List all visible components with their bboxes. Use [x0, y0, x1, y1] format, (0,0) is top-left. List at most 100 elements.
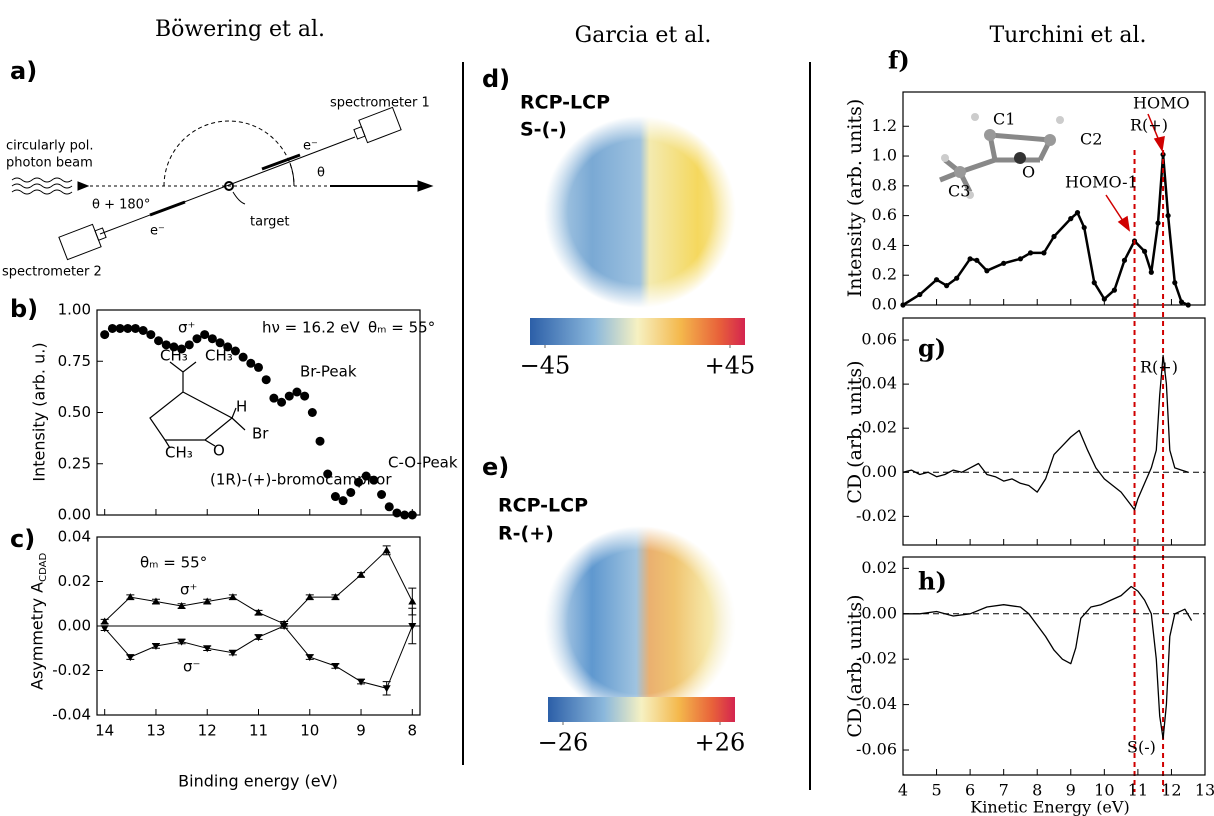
y-tick-label: -0.04	[52, 706, 91, 724]
data-point	[1111, 287, 1117, 293]
y-axis-label: Intensity (arb. u.)	[30, 342, 49, 481]
chart: 0.00 0.25 0.50 0.75 1.00 σ⁺ hν = 16.2 eV θₘ = 5…	[10, 295, 458, 524]
y-tick-label: 0.02	[58, 572, 91, 590]
data-point	[228, 593, 237, 601]
y-tick-label: 0.4	[872, 235, 897, 254]
annotation: S(-)	[1127, 738, 1156, 757]
data-point	[269, 393, 279, 403]
x-tick-label: 12	[1161, 781, 1181, 800]
data-point	[284, 391, 294, 401]
data-point	[315, 436, 325, 446]
data-point	[238, 352, 248, 362]
data-point	[1172, 280, 1178, 286]
data-point	[277, 397, 287, 407]
annotation: θₘ = 55°	[140, 554, 207, 572]
annotation: R(+)	[1140, 358, 1178, 377]
data-point	[228, 649, 237, 657]
diagram-label: e⁻	[303, 139, 318, 154]
data-point	[377, 490, 387, 499]
y-tick-label: 0.50	[58, 403, 91, 421]
setup-diagram	[11, 106, 434, 261]
data-point	[100, 330, 110, 340]
annotation: σ⁺	[178, 319, 195, 337]
panel-label: h)	[918, 567, 947, 596]
x-tick-label: 8	[408, 722, 418, 740]
data-point	[330, 492, 340, 502]
diagram-label: spectrometer 1	[330, 96, 430, 111]
plot-frame	[902, 91, 1206, 306]
data-point	[1155, 220, 1161, 226]
data-point	[1001, 260, 1007, 266]
chart: 0.0 0.2 0.4 0.6 0.8 1.0 1.2 HOMO HOMO-1 R(+) C1 C2 C…	[844, 46, 1206, 792]
y-tick-label: 1.0	[872, 146, 897, 165]
image-title: S-(-)	[520, 119, 567, 141]
colorbar	[548, 697, 735, 722]
annotation: O	[1022, 163, 1035, 182]
data-point	[161, 340, 171, 350]
data-point	[126, 654, 135, 662]
data-point	[353, 477, 363, 487]
data-point	[407, 510, 417, 520]
diagram-label: spectrometer 2	[2, 265, 102, 280]
colorbar-tick-label: +26	[695, 729, 746, 757]
x-tick-label: 13	[1195, 781, 1214, 800]
annotation: CH₃	[165, 444, 193, 462]
molecule-sketch	[149, 361, 246, 449]
chart: -0.02 0.00 0.02 0.04 0.06 R(+) g) CD (arb. unit…	[844, 317, 1206, 546]
y-axis-label: Asymmetry A	[28, 582, 47, 690]
y-tick-label: 0.0	[872, 295, 897, 314]
data-point	[254, 362, 263, 372]
column-header: Böwering et al.	[155, 17, 325, 42]
data-point	[408, 623, 417, 630]
diagram-label: target	[250, 215, 290, 230]
image-title: RCP-LCP	[498, 495, 588, 517]
series-line	[902, 354, 1189, 511]
x-tick-label: 14	[95, 722, 114, 740]
y-tick-label: 0.25	[58, 454, 91, 472]
data-point	[933, 277, 940, 283]
data-point	[1165, 213, 1171, 219]
data-point	[100, 625, 109, 633]
diagram-label: photon beam	[6, 156, 93, 171]
data-point	[1074, 210, 1081, 216]
x-tick-label: 10	[300, 722, 319, 740]
data-point	[1081, 224, 1087, 231]
data-point	[254, 608, 263, 616]
x-tick-label: 5	[931, 781, 941, 800]
series-label: σ⁺	[180, 581, 197, 599]
data-point	[984, 268, 990, 274]
y-tick-label: 0.02	[861, 558, 897, 577]
annotation: Br-Peak	[300, 363, 357, 381]
annotation: HOMO-1	[1065, 173, 1138, 192]
x-tick-label: 11	[1128, 781, 1148, 800]
data-point	[369, 475, 379, 485]
annotation: (1R)-(+)-bromocamphor	[210, 471, 392, 489]
annotation: O	[213, 442, 225, 460]
data-point	[967, 256, 973, 262]
x-tick-label: 13	[146, 722, 165, 740]
annotation: C3	[948, 182, 970, 201]
y-tick-label: -0.06	[856, 740, 897, 759]
data-point	[177, 638, 186, 646]
data-point	[346, 487, 356, 497]
data-point	[280, 623, 289, 630]
data-point	[223, 342, 233, 352]
x-tick-label: 10	[1094, 781, 1114, 800]
data-point	[207, 334, 217, 344]
x-tick-label: 9	[356, 722, 366, 740]
y-tick-label: 0.2	[872, 265, 897, 284]
data-point	[126, 593, 135, 601]
data-point	[151, 597, 160, 605]
data-point	[1148, 269, 1154, 275]
panel-label: d)	[482, 65, 510, 93]
data-point	[1101, 296, 1107, 302]
data-point	[254, 634, 263, 642]
data-point	[292, 387, 302, 397]
annotation-arrow	[1105, 113, 1165, 232]
annotation: CH₃	[160, 347, 188, 365]
y-tick-label: -0.02	[856, 649, 897, 668]
y-tick-label: 0.00	[58, 506, 91, 524]
data-point	[361, 471, 371, 481]
colorbar-tick-label: −45	[520, 352, 571, 380]
data-point	[382, 546, 391, 554]
